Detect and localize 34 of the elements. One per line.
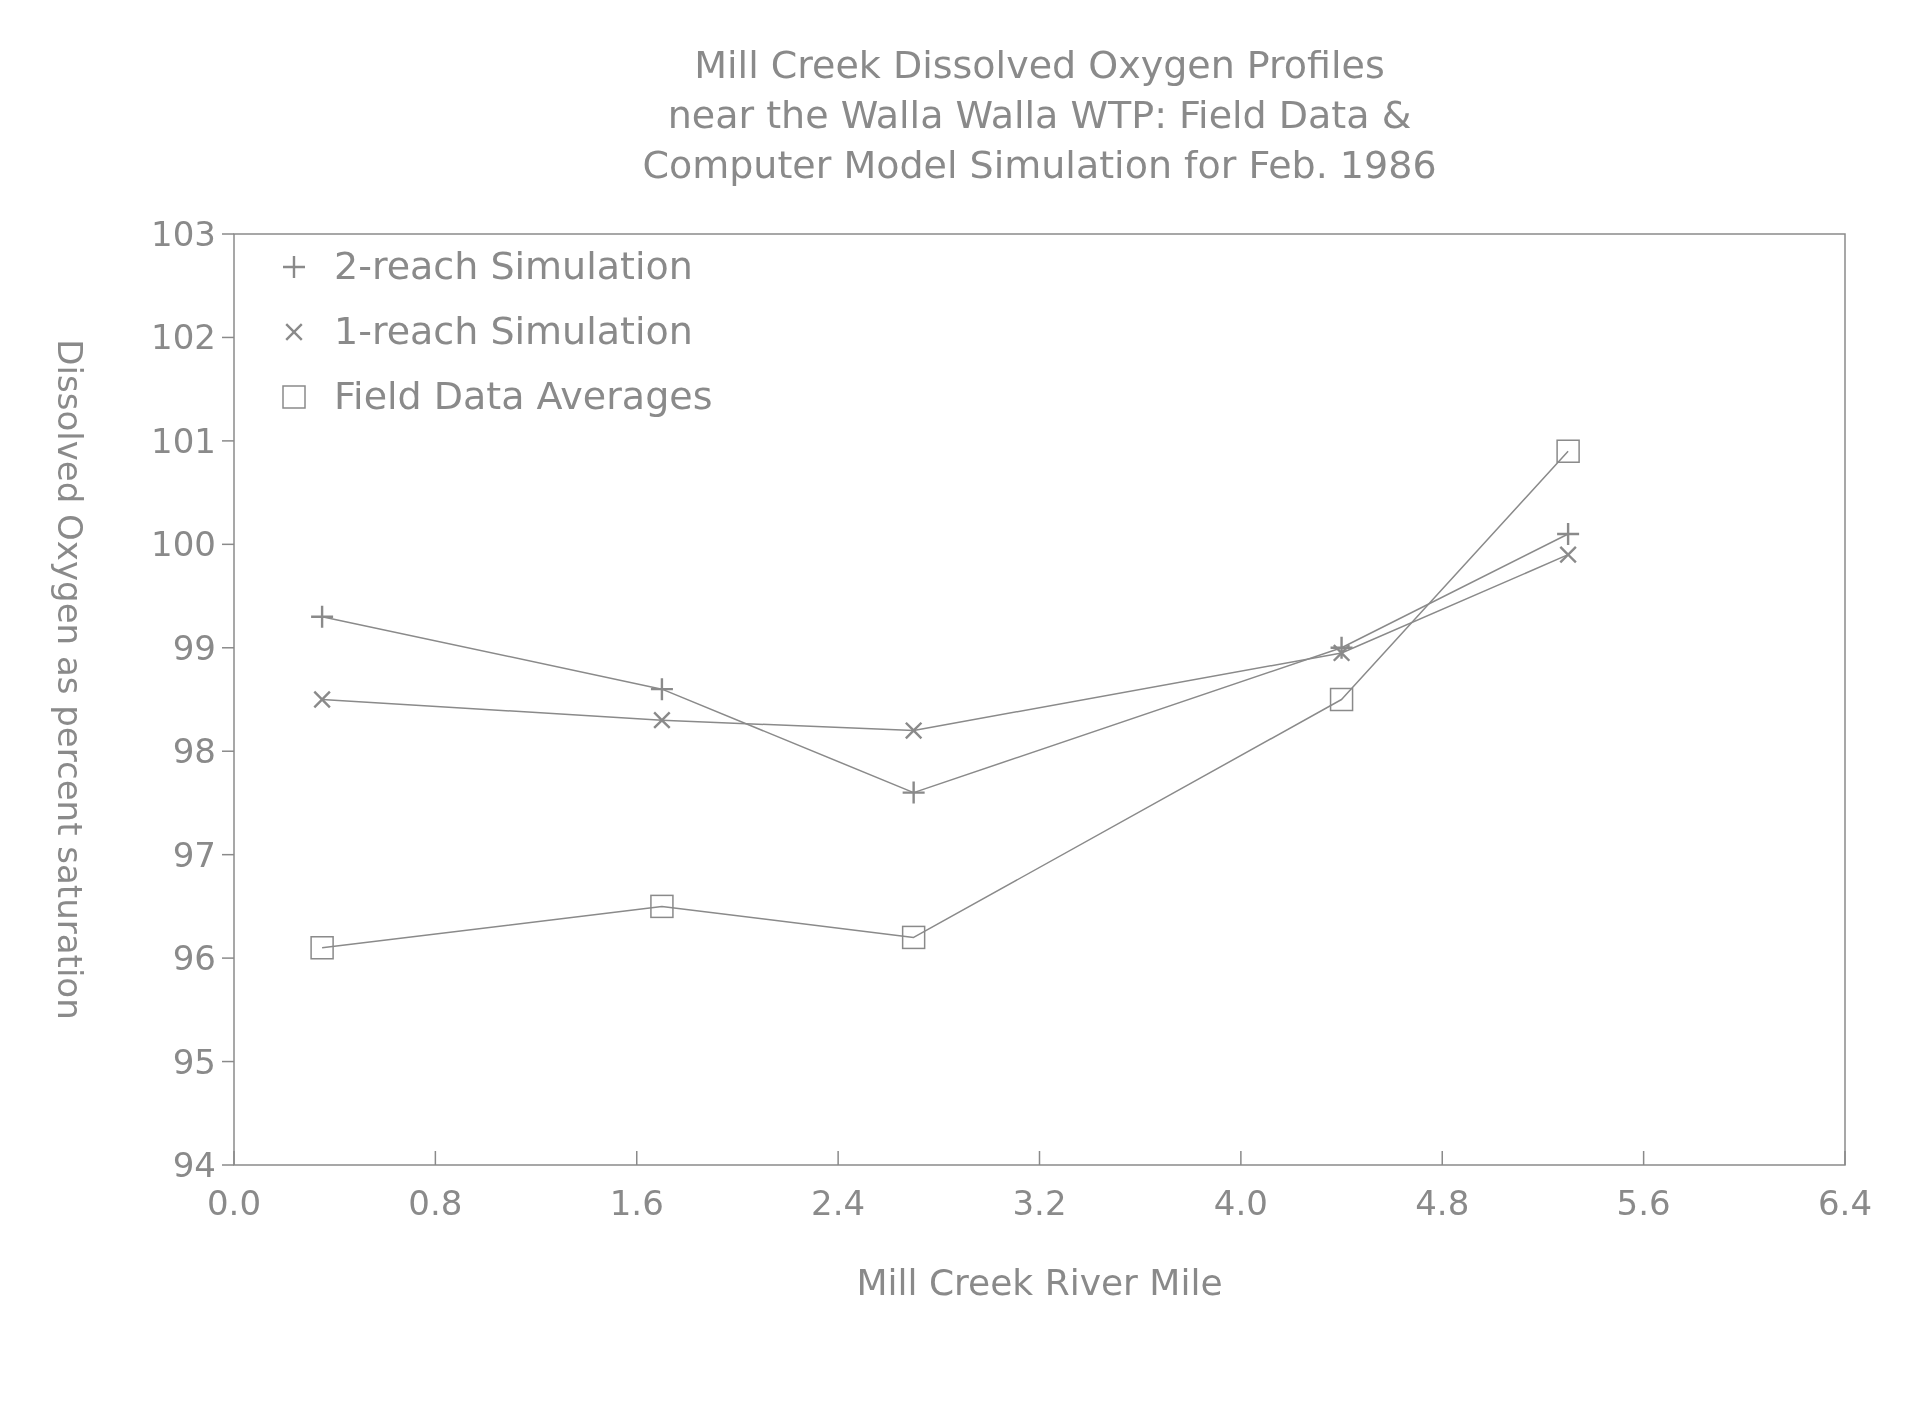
x-tick-label: 6.4: [1817, 1183, 1873, 1223]
y-tick-label: 103: [151, 214, 216, 254]
point: [1556, 439, 1580, 463]
point: [901, 925, 926, 950]
y-tick-label: 94: [172, 1145, 216, 1185]
y-axis-title: Dissolved Oxygen as percent saturation: [50, 339, 90, 1020]
legend-label: Field Data Averages: [334, 374, 713, 418]
point: [313, 690, 331, 709]
x-tick-label: 4.0: [1213, 1183, 1268, 1223]
point: [902, 781, 925, 804]
y-tick-label: 100: [151, 524, 216, 565]
y-tick-label: 98: [172, 731, 216, 772]
y-tick-label: 99: [172, 627, 216, 668]
x-tick-label: 0.8: [408, 1183, 463, 1223]
y-tick-label: 95: [172, 1041, 216, 1082]
x-tick-label: 4.8: [1415, 1183, 1470, 1223]
chart-title: Mill Creek Dissolved Oxygen Profiles near the Walla Walla WTP: Field Data & Computer Model Simulation for Feb. 1986: [642, 43, 1437, 187]
y-tick-label: 102: [151, 317, 216, 358]
x-tick-label: 5.6: [1616, 1183, 1671, 1223]
x-tick-label: 2.4: [811, 1183, 866, 1223]
y-tick-label: 96: [172, 938, 216, 979]
y-tick-label: 97: [172, 834, 216, 875]
x-tick-label: 1.6: [609, 1183, 664, 1223]
point: [310, 936, 334, 960]
legend-label: 1-reach Simulation: [334, 309, 693, 353]
y-tick-label: 101: [151, 420, 216, 461]
point: [1332, 644, 1351, 662]
x-tick-label: 0.0: [206, 1183, 262, 1223]
point: [650, 894, 674, 919]
x-axis-title: Mill Creek River Mile: [856, 1262, 1223, 1303]
point: [1329, 687, 1354, 712]
legend-label: 2-reach Simulation: [334, 244, 693, 288]
point: [1559, 546, 1577, 564]
x-tick-label: 3.2: [1012, 1183, 1067, 1223]
